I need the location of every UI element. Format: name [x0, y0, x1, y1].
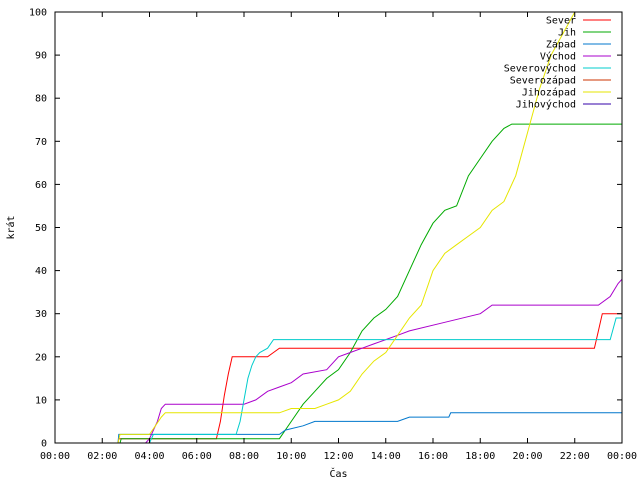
y-axis-label: krát	[5, 215, 17, 239]
y-tick-label: 70	[35, 137, 47, 148]
y-tick-label: 100	[29, 8, 47, 19]
x-tick-label: 00:00	[40, 451, 70, 462]
legend-label: Západ	[546, 39, 576, 51]
x-tick-label: 02:00	[87, 451, 117, 462]
x-tick-label: 04:00	[134, 451, 164, 462]
x-tick-label: 14:00	[371, 451, 401, 462]
y-tick-label: 50	[35, 223, 47, 234]
x-tick-label: 10:00	[276, 451, 306, 462]
legend-label: Východ	[540, 51, 576, 63]
legend-label: Severovýchod	[504, 63, 576, 75]
legend-label: Jihozápad	[522, 87, 576, 99]
x-tick-label: 06:00	[182, 451, 212, 462]
legend-label: Jih	[558, 28, 576, 39]
series-line-2	[55, 123, 622, 444]
series-line-1	[55, 313, 622, 444]
axis-ticks: 00:00 02:00 04:00 06:00 08:00 10:00 12:00 14:00…	[29, 8, 637, 463]
y-tick-label: 30	[35, 309, 47, 320]
y-tick-label: 20	[35, 352, 47, 363]
series-line-7	[55, 11, 576, 444]
legend-label: Severozápad	[510, 75, 576, 87]
x-tick-label: 16:00	[418, 451, 448, 462]
y-tick-label: 80	[35, 94, 47, 105]
x-tick-label: 22:00	[560, 451, 590, 462]
x-tick-label: 12:00	[323, 451, 353, 462]
y-tick-label: 90	[35, 51, 47, 62]
y-tick-label: 10	[35, 395, 47, 406]
x-tick-label: 00:00	[607, 451, 637, 462]
y-tick-label: 40	[35, 266, 47, 277]
y-tick-label: 60	[35, 180, 47, 191]
x-axis-label: Čas	[329, 467, 347, 480]
series-line-3	[55, 412, 622, 444]
y-tick-label: 0	[41, 439, 47, 450]
x-tick-label: 18:00	[465, 451, 495, 462]
legend-label: Sever	[546, 16, 576, 27]
x-tick-label: 08:00	[229, 451, 259, 462]
legend-label: Jihovýchod	[516, 99, 576, 111]
series-line-5	[55, 317, 622, 444]
legend: SeverJihZápadVýchodSeverovýchodSeverozáp…	[504, 16, 611, 111]
x-tick-label: 20:00	[512, 451, 542, 462]
series-line-4	[55, 278, 623, 444]
